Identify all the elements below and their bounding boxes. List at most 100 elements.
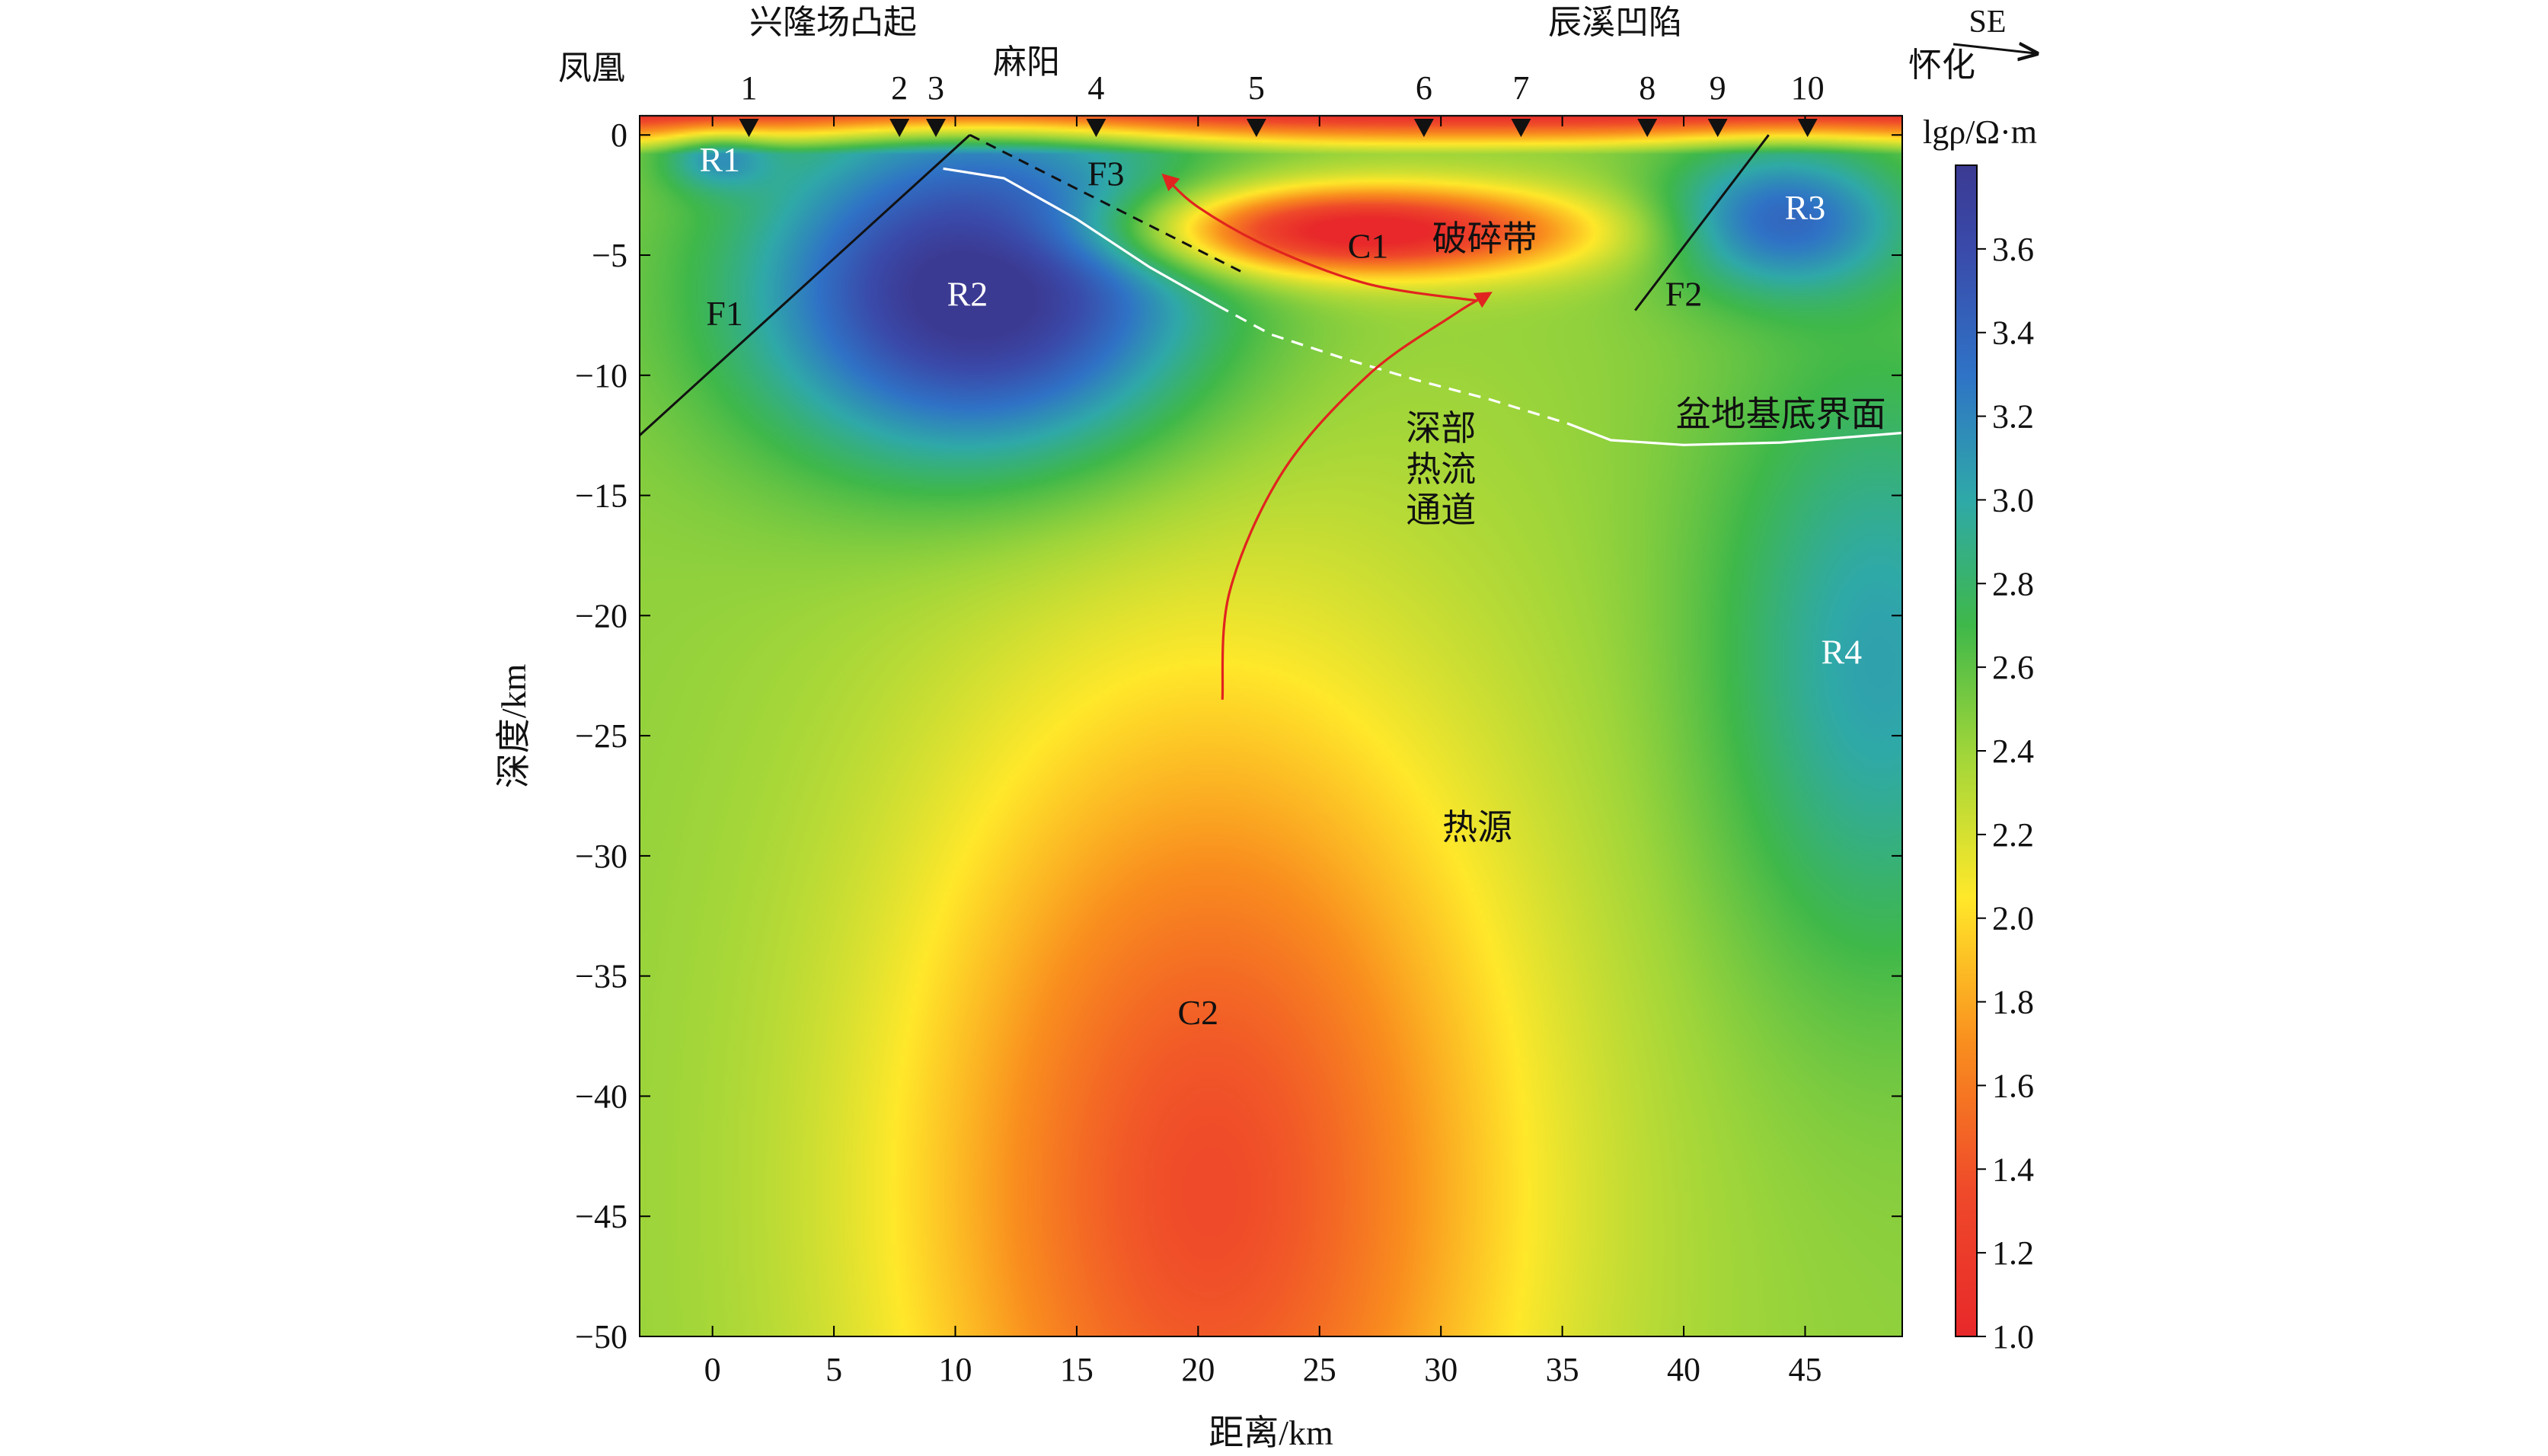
station-label: 9	[1710, 69, 1726, 107]
station-marker	[1086, 119, 1106, 137]
station-label: 1	[740, 69, 757, 107]
station-marker	[1511, 119, 1531, 137]
colorbar-tick-label: 1.4	[1992, 1151, 2034, 1188]
station-marker	[1413, 119, 1434, 137]
x-tick-label: 15	[1060, 1351, 1094, 1388]
x-tick-label: 45	[1788, 1351, 1822, 1388]
fault-line-f2	[1634, 134, 1770, 311]
station-label: 7	[1512, 69, 1529, 107]
annotation-5: C1	[1348, 226, 1389, 265]
station-label: 3	[928, 69, 944, 107]
x-tick-label: 20	[1181, 1351, 1215, 1388]
station-marker	[925, 119, 946, 137]
fault-line-f1	[640, 134, 971, 436]
place-label-chenxi: 辰溪凹陷	[1548, 4, 1682, 41]
annotation-11: 盆地基底界面	[1676, 394, 1886, 433]
x-tick-label: 40	[1667, 1351, 1700, 1388]
axes: 0 5 10 15 20 25 30 35 40 45 0 −5 −10 −15 −20 −25 −30 −35 −…	[575, 116, 1902, 1388]
y-tick-label: 0	[611, 117, 627, 154]
x-tick-label: 10	[939, 1351, 972, 1388]
top-place-labels: 凤凰 兴隆场凸起 麻阳 辰溪凹陷 怀化 SE	[558, 4, 2035, 87]
heat-flow-arrows	[1161, 173, 1493, 700]
station-marker	[889, 119, 910, 137]
station-label: 4	[1087, 69, 1104, 107]
y-tick-label: −30	[575, 838, 627, 875]
y-tick-label: −20	[575, 597, 627, 634]
colorbar-tick-label: 2.2	[1992, 816, 2034, 854]
colorbar-tick-label: 3.4	[1992, 315, 2034, 352]
colorbar-tick-label: 3.2	[1992, 398, 2034, 436]
station-marker	[1797, 119, 1818, 137]
annotation-2: R2	[947, 275, 988, 314]
fault-line-f3	[969, 133, 1247, 276]
annotation-14: 通道	[1406, 491, 1476, 530]
colorbar-gradient	[1955, 164, 1978, 1337]
place-label-fenghuang: 凤凰	[558, 49, 625, 87]
station-label: 6	[1416, 69, 1432, 107]
annotation-6: C2	[1178, 993, 1219, 1032]
station-markers: 1 2 3 4 5 6 7 8 9 10	[640, 69, 1902, 137]
direction-arrow	[1953, 44, 2035, 53]
station-label: 8	[1639, 69, 1656, 107]
y-axis-label: 深度/km	[494, 664, 533, 789]
colorbar-ticks: 1.0 1.2 1.4 1.6 1.8 2.0 2.2 2.4 2.6 2.8 3.0 3.2 3.4 3…	[1977, 231, 2034, 1355]
x-tick-label: 5	[825, 1351, 842, 1388]
colorbar-tick-label: 1.8	[1992, 984, 2034, 1021]
station-label: 5	[1248, 69, 1265, 107]
resistivity-heatmap	[640, 116, 1902, 1336]
colorbar-tick-label: 2.8	[1992, 565, 2034, 602]
annotation-10: 破碎带	[1432, 219, 1537, 258]
y-tick-label: −45	[575, 1198, 627, 1235]
annotation-7: F1	[706, 294, 743, 333]
colorbar-tick-label: 3.6	[1992, 231, 2034, 268]
colorbar-tick-label: 1.2	[1992, 1234, 2034, 1272]
annotation-12: 深部	[1406, 409, 1476, 448]
colorbar-tick-label: 2.4	[1992, 733, 2034, 770]
basin-basement-dashed-line	[1217, 304, 1568, 425]
colorbar: 1.0 1.2 1.4 1.6 1.8 2.0 2.2 2.4 2.6 2.8 3.0 3.2 3.4 3…	[1923, 113, 2037, 1355]
place-label-huaihua: 怀化	[1908, 46, 1975, 84]
place-label-mayang: 麻阳	[993, 43, 1060, 81]
colorbar-tick-label: 3.0	[1992, 481, 2034, 519]
x-axis-label: 距离/km	[1209, 1413, 1333, 1452]
annotation-9: F3	[1087, 155, 1125, 193]
station-marker	[1707, 119, 1728, 137]
colorbar-tick-label: 1.0	[1992, 1318, 2034, 1355]
station-label: 10	[1791, 69, 1825, 107]
structure-overlay	[640, 133, 1902, 446]
station-label: 2	[891, 69, 908, 107]
x-tick-label: 0	[704, 1351, 721, 1388]
x-tick-label: 35	[1546, 1351, 1579, 1388]
colorbar-label: lgρ/Ω·m	[1923, 113, 2037, 151]
x-tick-label: 30	[1424, 1351, 1458, 1388]
direction-label-se: SE	[1968, 5, 2006, 40]
heat-flow-arrow-1	[1221, 292, 1493, 700]
heat-flow-arrow-2	[1161, 173, 1478, 302]
colorbar-tick-label: 2.0	[1992, 900, 2034, 937]
y-tick-label: −25	[575, 717, 627, 755]
basin-basement-line-2	[1566, 422, 1902, 446]
place-label-xinglongchang: 兴隆场凸起	[749, 4, 917, 41]
colorbar-tick-label: 1.6	[1992, 1067, 2034, 1104]
y-tick-label: −5	[592, 237, 627, 274]
heatmap-plot-area	[639, 115, 1903, 1337]
y-tick-label: −15	[575, 477, 627, 515]
colorbar-tick-label: 2.6	[1992, 649, 2034, 686]
annotation-8: F2	[1665, 275, 1703, 314]
y-tick-label: −40	[575, 1078, 627, 1115]
y-tick-label: −50	[575, 1318, 627, 1355]
x-tick-label: 25	[1303, 1351, 1336, 1388]
annotation-13: 热流	[1406, 450, 1476, 489]
station-marker	[1246, 119, 1266, 137]
annotation-3: R3	[1785, 188, 1826, 227]
annotation-1: R1	[699, 140, 740, 179]
annotation-4: R4	[1821, 633, 1862, 672]
station-marker	[739, 119, 759, 137]
station-marker	[1637, 119, 1658, 137]
y-tick-label: −35	[575, 958, 627, 995]
annotation-15: 热源	[1442, 808, 1512, 847]
basin-basement-line-1	[943, 167, 1218, 307]
y-tick-label: −10	[575, 357, 627, 394]
